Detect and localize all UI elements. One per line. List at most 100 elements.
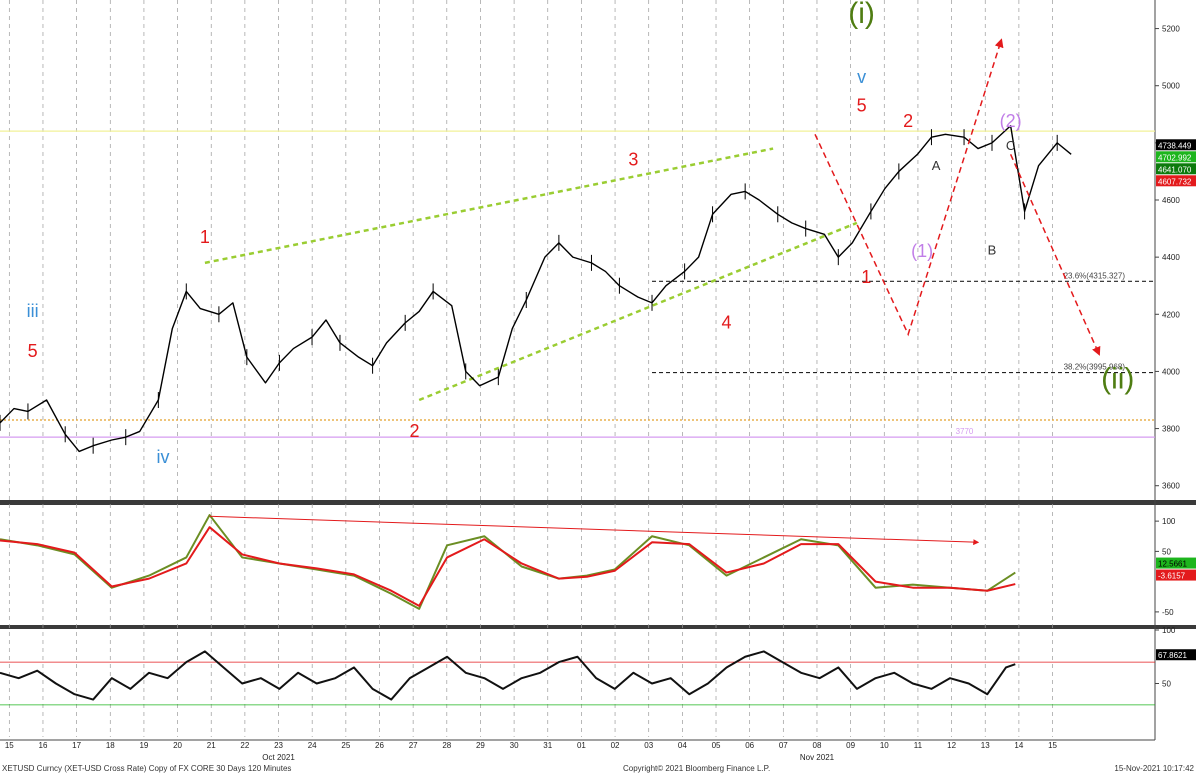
x-tick-label: 26	[375, 741, 384, 750]
x-tick-label: 29	[476, 741, 485, 750]
value-label-box	[1156, 649, 1196, 661]
y-tick-label: 100	[1162, 517, 1176, 526]
value-label: 4641.070	[1158, 165, 1192, 174]
x-tick-label: 15	[1048, 741, 1057, 750]
x-tick-label: 05	[712, 741, 721, 750]
oscillator-panel: 100 50 -50 12.5661 -3.6157	[0, 514, 1196, 617]
wave-label: 2	[903, 111, 913, 131]
reference-line-label: 23.6%(4315.327)	[1064, 271, 1126, 280]
series-line-1	[0, 526, 1016, 607]
y-tick-label: 4000	[1162, 367, 1180, 376]
value-label-box	[1156, 163, 1196, 175]
reference-line-label: 3770	[956, 427, 974, 436]
x-tick-label: 14	[1014, 741, 1023, 750]
panel-divider	[0, 625, 1196, 629]
y-tick-label: 5000	[1162, 82, 1180, 91]
footer-left: XETUSD Curncy (XET-USD Cross Rate) Copy …	[2, 764, 292, 773]
wave-label: 3	[628, 150, 638, 170]
y-tick-label: 50	[1162, 547, 1171, 556]
x-tick-label: 22	[240, 741, 249, 750]
wave-label: 5	[28, 341, 38, 361]
rsi-panel: 100 50 67.8621	[0, 626, 1196, 706]
x-tick-label: 18	[106, 741, 115, 750]
wave-label: (1)	[911, 241, 933, 261]
x-tick-label: 10	[880, 741, 889, 750]
x-tick-label: 30	[510, 741, 519, 750]
y-tick-label: 4600	[1162, 196, 1180, 205]
x-tick-label: 27	[409, 741, 418, 750]
series-line-0	[0, 514, 1016, 610]
value-label-box	[1156, 151, 1196, 163]
x-tick-label: 13	[981, 741, 990, 750]
value-label: 4702.992	[1158, 153, 1192, 162]
y-tick-label: 4400	[1162, 253, 1180, 262]
x-tick-label: 04	[678, 741, 687, 750]
wave-label: (2)	[1000, 111, 1022, 131]
wave-label: C	[1006, 138, 1015, 153]
wave-label: 2	[409, 421, 419, 441]
footer-right: 15-Nov-2021 10:17:42	[1114, 764, 1194, 773]
x-month-label: Nov 2021	[800, 753, 835, 762]
y-tick-label: 3600	[1162, 482, 1180, 491]
wave-label: B	[988, 242, 997, 257]
projection-line	[1009, 153, 1101, 356]
y-tick-label: 100	[1162, 626, 1176, 635]
projection-line	[814, 38, 1004, 337]
x-tick-label: 09	[846, 741, 855, 750]
price-panel: 36003800400042004400460048005000520023.6…	[0, 0, 1196, 491]
wave-label: iii	[27, 301, 39, 321]
y-tick-label: 50	[1162, 680, 1171, 689]
reference-line-label: 38.2%(3995.968)	[1064, 363, 1126, 372]
wave-label: 5	[857, 95, 867, 115]
x-tick-label: 28	[442, 741, 451, 750]
wave-label: (ii)	[1101, 363, 1134, 396]
trend-line	[204, 147, 774, 265]
value-label: 12.5661	[1158, 560, 1187, 569]
divergence-line	[209, 515, 980, 546]
y-tick-label: 3800	[1162, 425, 1180, 434]
wave-label: v	[857, 67, 866, 87]
x-tick-label: 25	[341, 741, 350, 750]
wave-label: (i)	[848, 0, 875, 30]
x-tick-label: 20	[173, 741, 182, 750]
series-line-0	[0, 650, 1016, 701]
y-tick-label: -50	[1162, 608, 1174, 617]
y-tick-label: 5200	[1162, 25, 1180, 34]
value-label-box	[1156, 175, 1196, 187]
wave-label: iv	[157, 447, 170, 467]
x-tick-label: 23	[274, 741, 283, 750]
value-label-box	[1156, 569, 1196, 581]
trend-line	[418, 221, 858, 402]
value-label: 4738.449	[1158, 141, 1192, 150]
wave-label: 4	[722, 313, 732, 333]
wave-label: A	[932, 158, 941, 173]
x-tick-label: 19	[139, 741, 148, 750]
x-tick-label: 21	[207, 741, 216, 750]
x-tick-label: 16	[39, 741, 48, 750]
value-label: 4607.732	[1158, 177, 1192, 186]
footer-center: Copyright© 2021 Bloomberg Finance L.P.	[623, 764, 771, 773]
series-line-0	[0, 125, 1072, 453]
footer: XETUSD Curncy (XET-USD Cross Rate) Copy …	[0, 764, 1196, 777]
value-label: -3.6157	[1158, 572, 1186, 581]
value-label-box	[1156, 557, 1196, 569]
value-label-box	[1156, 139, 1196, 151]
x-tick-label: 12	[947, 741, 956, 750]
day-gridlines: 15 16 17 18 19 20 21 22 23 24 25 26 27 28 29 30 31 01 02 03…	[5, 0, 1058, 750]
x-tick-label: 06	[745, 741, 754, 750]
wave-label: 1	[861, 267, 871, 287]
x-tick-label: 01	[577, 741, 586, 750]
wave-label: 1	[200, 227, 210, 247]
y-tick-label: 4200	[1162, 310, 1180, 319]
x-tick-label: 11	[914, 741, 923, 750]
x-tick-label: 08	[813, 741, 822, 750]
x-tick-label: 07	[779, 741, 788, 750]
x-tick-label: 02	[611, 741, 620, 750]
x-tick-label: 24	[308, 741, 317, 750]
x-tick-label: 17	[72, 741, 81, 750]
x-tick-label: 03	[644, 741, 653, 750]
value-label: 67.8621	[1158, 651, 1187, 660]
x-month-label: Oct 2021	[262, 753, 295, 762]
